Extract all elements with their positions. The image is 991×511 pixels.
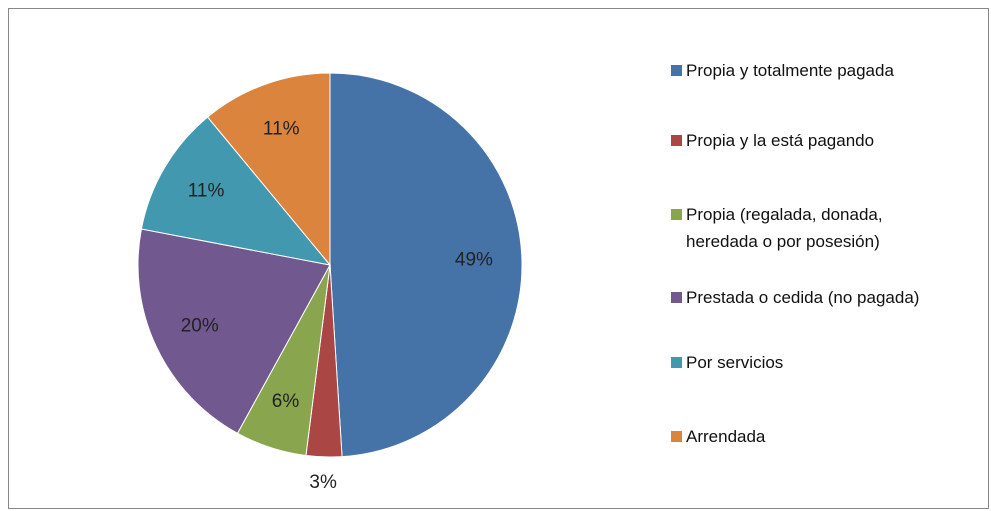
legend-item: Propia (regalada, donada, heredada o por… <box>671 201 971 255</box>
legend-label: Por servicios <box>686 353 784 372</box>
legend-item: Arrendada <box>671 423 971 450</box>
pie-slice <box>206 72 331 267</box>
data-label: 49% <box>455 249 493 270</box>
legend-item: Propia y totalmente pagada <box>671 57 971 84</box>
chart-frame <box>8 8 989 509</box>
pie-slice <box>329 72 523 458</box>
pie-slice <box>137 228 331 434</box>
legend-swatch <box>671 292 682 303</box>
legend-item: Por servicios <box>671 349 971 376</box>
pie-slice <box>140 116 332 266</box>
legend-swatch <box>671 431 682 442</box>
legend-label: Arrendada <box>686 427 766 446</box>
data-label: 20% <box>181 315 219 336</box>
data-label: 11% <box>188 181 225 202</box>
legend-item: Propia y la está pagando <box>671 127 971 154</box>
legend-swatch <box>671 357 682 368</box>
legend-label: Propia y totalmente pagada <box>686 61 894 80</box>
legend-item: Prestada o cedida (no pagada) <box>671 284 971 311</box>
legend-label: Propia y la está pagando <box>686 131 875 150</box>
data-label: 3% <box>309 472 337 493</box>
legend-swatch <box>671 209 682 220</box>
data-label: 11% <box>263 119 300 140</box>
legend-label: Propia (regalada, donada, heredada o por… <box>686 205 883 251</box>
data-label: 6% <box>272 391 300 412</box>
legend-label: Prestada o cedida (no pagada) <box>686 288 920 307</box>
legend-swatch <box>671 65 682 76</box>
legend-swatch <box>671 135 682 146</box>
